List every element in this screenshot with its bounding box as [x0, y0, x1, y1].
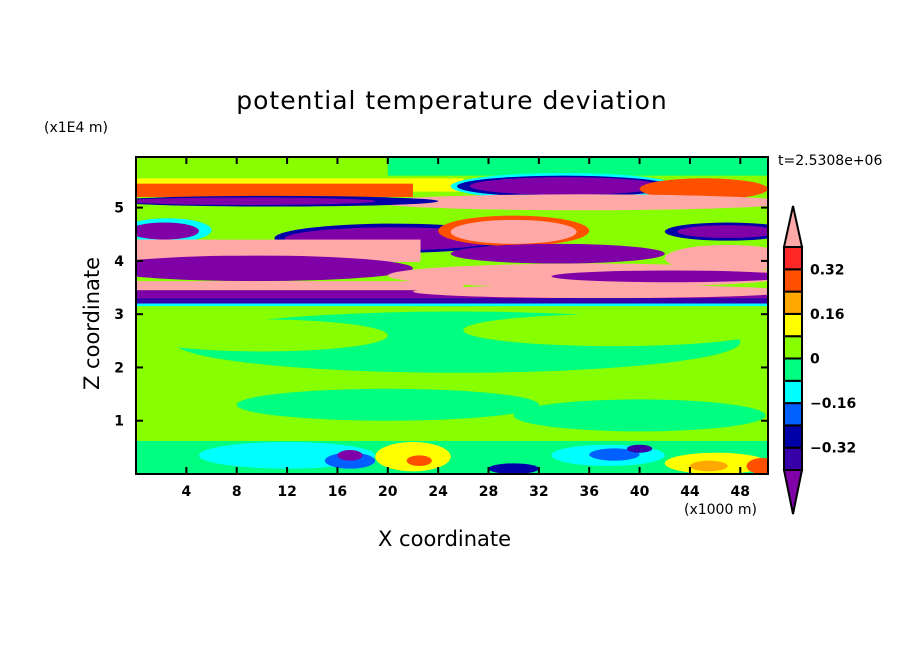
colorbar-swatch: [783, 312, 803, 338]
contour-region: [488, 463, 539, 474]
contour-region: [551, 270, 768, 283]
x-tick-label: 32: [529, 484, 548, 500]
time-label: t=2.5308e+06: [778, 153, 883, 169]
contour-region: [664, 244, 768, 272]
colorbar-swatch: [783, 424, 803, 449]
x-axis-label: X coordinate: [378, 527, 512, 551]
contour-region: [136, 303, 768, 307]
contour-region: [136, 183, 413, 197]
x-tick-label: 40: [630, 484, 650, 500]
x-axis-unit: (x1000 m): [684, 502, 757, 518]
contour-region: [639, 178, 768, 200]
contour-region: [375, 194, 768, 211]
x-tick-label: 48: [731, 484, 750, 500]
x-tick-label: 44: [680, 484, 700, 500]
colorbar-tick-label: 0: [810, 352, 820, 368]
contour-region: [136, 222, 199, 240]
colorbar-swatch: [783, 268, 803, 293]
contour-region: [136, 197, 376, 205]
contour-region: [677, 225, 768, 238]
y-tick-label: 3: [114, 307, 124, 323]
colorbar-tick-label: 0.16: [810, 307, 845, 323]
y-tick-label: 4: [114, 254, 124, 270]
contour-region: [236, 388, 539, 421]
colorbar-tick-label: −0.32: [810, 441, 856, 457]
contour-region: [136, 298, 768, 305]
colorbar-upper-extend: [782, 205, 804, 248]
x-tick-label: 8: [232, 484, 242, 500]
contour-region: [406, 455, 432, 467]
y-axis-unit: (x1E4 m): [44, 120, 108, 136]
colorbar-swatch: [783, 402, 803, 427]
x-tick-label: 24: [428, 484, 448, 500]
colorbar-lower-extend: [782, 469, 804, 515]
contour-region: [589, 448, 640, 461]
contour-region: [689, 460, 728, 472]
colorbar-swatch: [783, 357, 803, 382]
contour-field: [136, 157, 768, 474]
x-tick-label: 28: [479, 484, 498, 500]
contour-region: [337, 450, 363, 461]
contour-region: [450, 219, 577, 244]
x-tick-label: 4: [181, 484, 191, 500]
y-tick-label: 1: [114, 414, 124, 430]
contour-region: [413, 284, 768, 299]
x-tick-label: 36: [579, 484, 598, 500]
contour-region: [469, 177, 661, 195]
contour-region: [387, 157, 768, 176]
contour-region: [136, 319, 388, 352]
contour-region: [513, 399, 766, 432]
colorbar-tick-label: −0.16: [810, 396, 856, 412]
contour-region: [746, 458, 768, 474]
x-tick-label: 12: [277, 484, 296, 500]
x-tick-label: 20: [378, 484, 398, 500]
contour-region: [626, 444, 653, 453]
y-tick-label: 2: [114, 360, 124, 376]
colorbar-swatch: [783, 446, 803, 472]
colorbar-swatch: [783, 246, 803, 271]
colorbar-tick-label: 0.32: [810, 262, 845, 278]
colorbar-swatch: [783, 379, 803, 405]
contour-region: [463, 314, 766, 347]
x-tick-label: 16: [328, 484, 347, 500]
contour-region: [136, 255, 413, 282]
colorbar-swatch: [783, 290, 803, 315]
chart-title: potential temperature deviation: [236, 86, 668, 115]
contour-region: [136, 281, 464, 291]
colorbar-swatch: [783, 335, 803, 360]
y-tick-label: 5: [114, 201, 124, 217]
plot-frame: [135, 156, 769, 475]
contour-region: [450, 243, 665, 264]
